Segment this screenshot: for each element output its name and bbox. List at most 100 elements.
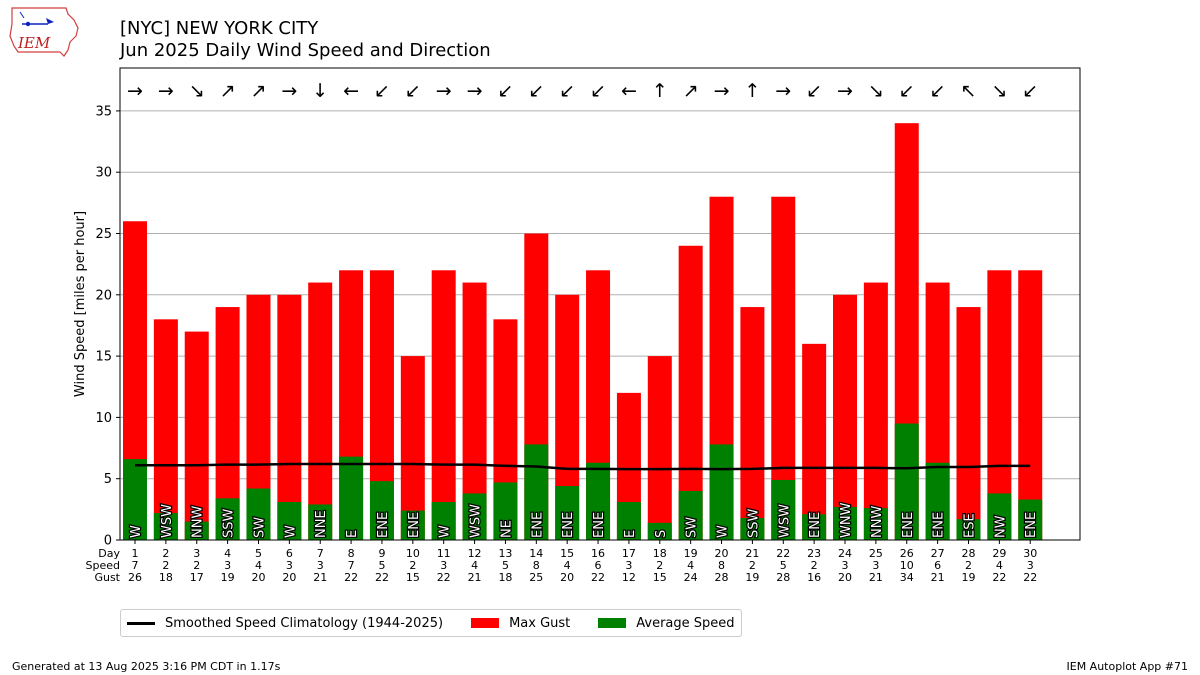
- gust-label: 21: [869, 571, 883, 584]
- average-bar: [246, 488, 271, 540]
- direction-label: ENE: [901, 512, 916, 538]
- day-label: 16: [591, 547, 605, 560]
- direction-label: W: [716, 525, 731, 538]
- direction-label: ESE: [962, 513, 977, 538]
- legend-label-gust: Max Gust: [509, 615, 571, 631]
- gust-bar: [400, 356, 425, 540]
- day-label: 3: [193, 547, 200, 560]
- row-header: Gust: [94, 571, 120, 584]
- direction-label: ENE: [407, 512, 422, 538]
- day-label: 28: [961, 547, 975, 560]
- speed-label: 2: [811, 559, 818, 572]
- direction-label: ENE: [932, 512, 947, 538]
- day-label: 17: [622, 547, 636, 560]
- day-label: 4: [224, 547, 231, 560]
- speed-label: 2: [656, 559, 663, 572]
- direction-labels: W WSW NNW SSW SW W NNE E ENE ENE W WSW NE ENE ENE ENE E S…: [128, 501, 1041, 539]
- legend-swatch-average: [598, 618, 627, 628]
- average-bar: [987, 493, 1012, 540]
- average-bar: [894, 423, 919, 540]
- day-label: 21: [745, 547, 759, 560]
- day-label: 23: [807, 547, 821, 560]
- title-station: [NYC] NEW YORK CITY: [120, 18, 319, 39]
- direction-label: W: [438, 525, 453, 538]
- y-axis: 0 5 10 15 20 25 30 35: [95, 104, 120, 549]
- speed-label: 2: [193, 559, 200, 572]
- day-label: 25: [869, 547, 883, 560]
- speed-label: 2: [749, 559, 756, 572]
- day-label: 5: [255, 547, 262, 560]
- bars: [123, 123, 1043, 541]
- average-bar: [771, 479, 796, 540]
- day-label: 19: [684, 547, 698, 560]
- direction-arrow: ↙: [806, 80, 822, 102]
- climatology-line: [135, 462, 1031, 471]
- day-label: 13: [498, 547, 512, 560]
- direction-arrow: ←: [621, 80, 637, 102]
- direction-arrow: ↙: [899, 80, 915, 102]
- direction-arrow: →: [775, 80, 791, 102]
- direction-label: SSW: [222, 508, 237, 538]
- average-bar: [462, 493, 487, 540]
- speed-label: 8: [718, 559, 725, 572]
- direction-arrow: →: [436, 80, 452, 102]
- direction-label: W: [129, 525, 144, 538]
- direction-label: WSW: [160, 504, 175, 538]
- direction-arrow: ↘: [868, 80, 884, 102]
- average-bar: [339, 456, 364, 540]
- direction-arrow: ↗: [683, 80, 699, 102]
- direction-label: E: [623, 530, 638, 538]
- speed-label: 4: [996, 559, 1003, 572]
- direction-label: E: [345, 530, 360, 538]
- gust-bar: [647, 356, 672, 540]
- average-bar: [647, 522, 672, 540]
- average-bar: [740, 517, 765, 540]
- direction-arrows: → → ↘ ↗ ↗ → ↓ ← ↙ ↙ → → ↙ ↙ ↙ ↙ ← ↑ ↗ → ↑ → ↙ → ↘ ↙ ↙ ↖ ↘ ↙: [127, 80, 1038, 102]
- average-bar: [277, 501, 302, 540]
- average-bar: [586, 462, 611, 540]
- day-label: 10: [406, 547, 420, 560]
- day-label: 12: [468, 547, 482, 560]
- day-label: 1: [132, 547, 139, 560]
- direction-arrow: ↙: [930, 80, 946, 102]
- direction-arrow: ↑: [744, 80, 760, 102]
- direction-label: ENE: [561, 512, 576, 538]
- day-label: 30: [1023, 547, 1037, 560]
- gust-bar: [863, 282, 888, 540]
- speed-label: 5: [378, 559, 385, 572]
- speed-label: 3: [1027, 559, 1034, 572]
- gust-label: 25: [529, 571, 543, 584]
- direction-arrow: ↓: [312, 80, 328, 102]
- direction-arrow: ↙: [497, 80, 513, 102]
- direction-label: SW: [685, 517, 700, 538]
- iem-logo: IEM: [9, 7, 79, 57]
- direction-arrow: →: [714, 80, 730, 102]
- gust-bar: [308, 282, 333, 540]
- gust-label: 24: [684, 571, 698, 584]
- direction-arrow: →: [837, 80, 853, 102]
- y-tick-label: 5: [104, 472, 112, 487]
- day-label: 20: [715, 547, 729, 560]
- day-label: 11: [437, 547, 451, 560]
- average-bar: [1018, 499, 1043, 540]
- direction-arrow: ↖: [961, 80, 977, 102]
- speed-label: 7: [348, 559, 355, 572]
- day-label: 18: [653, 547, 667, 560]
- bottom-table: 1726221832174319542063207321872295221021…: [86, 540, 1037, 584]
- speed-label: 3: [842, 559, 849, 572]
- speed-label: 4: [564, 559, 571, 572]
- average-bar: [616, 501, 641, 540]
- direction-label: ENE: [592, 512, 607, 538]
- gust-label: 21: [313, 571, 327, 584]
- direction-label: WNW: [839, 502, 854, 538]
- average-bar: [956, 519, 981, 540]
- y-tick-label: 10: [95, 411, 112, 426]
- speed-label: 10: [900, 559, 914, 572]
- y-tick-label: 15: [95, 350, 112, 365]
- direction-arrow: ↘: [991, 80, 1007, 102]
- direction-label: ENE: [1024, 512, 1039, 538]
- gust-label: 22: [375, 571, 389, 584]
- y-tick-label: 25: [95, 227, 112, 242]
- direction-label: SW: [252, 517, 267, 538]
- direction-arrow: →: [127, 80, 143, 102]
